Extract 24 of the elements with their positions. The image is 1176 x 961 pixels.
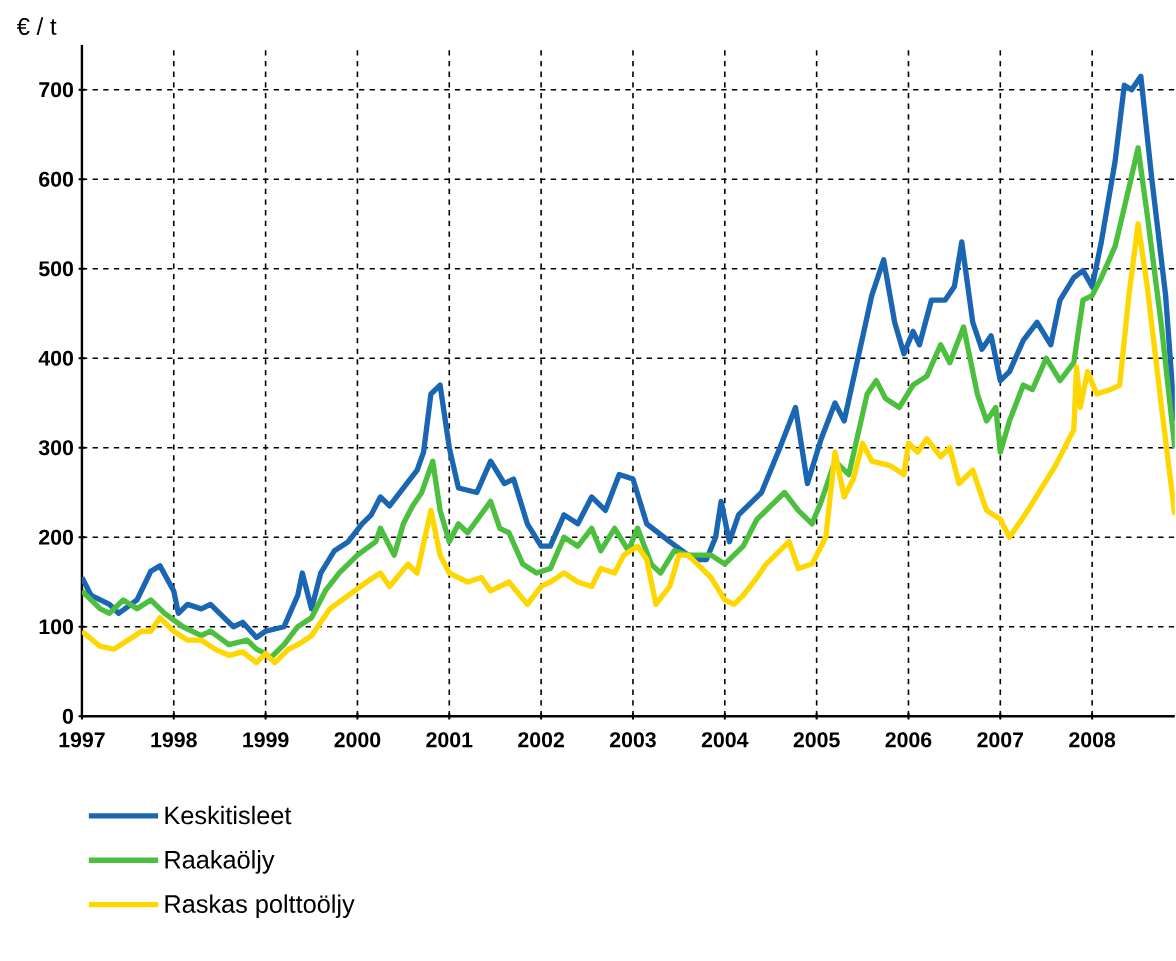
x-tick-label: 2000 — [334, 732, 381, 748]
x-tick-label: 2006 — [885, 732, 932, 748]
x-tick-label: 1999 — [243, 732, 289, 748]
legend-label: Raakaöljy — [165, 850, 275, 874]
y-tick-label: 0 — [62, 708, 74, 724]
y-tick-label: 100 — [39, 619, 73, 635]
legend-label: Keskitisleet — [165, 805, 292, 825]
x-tick-label: 2003 — [609, 732, 656, 748]
y-tick-label: 500 — [38, 261, 73, 277]
x-tick-label: 2002 — [518, 732, 564, 748]
x-tick-label: 1997 — [59, 732, 105, 748]
legend-label: Raskas polttoöljy — [165, 894, 355, 918]
x-tick-label: 1998 — [151, 732, 197, 748]
x-tick-label: 2001 — [426, 732, 473, 748]
y-tick-label: 700 — [39, 82, 73, 98]
x-tick-label: 2005 — [793, 732, 840, 748]
x-tick-label: 2007 — [977, 732, 1024, 748]
x-tick-label: 2008 — [1069, 732, 1116, 748]
y-tick-label: 600 — [39, 171, 73, 187]
y-tick-label: 300 — [38, 440, 73, 456]
y-axis-title: € / t — [16, 17, 57, 35]
x-tick-label: 2004 — [701, 732, 749, 748]
y-tick-label: 400 — [38, 350, 73, 366]
y-tick-label: 200 — [39, 529, 73, 545]
